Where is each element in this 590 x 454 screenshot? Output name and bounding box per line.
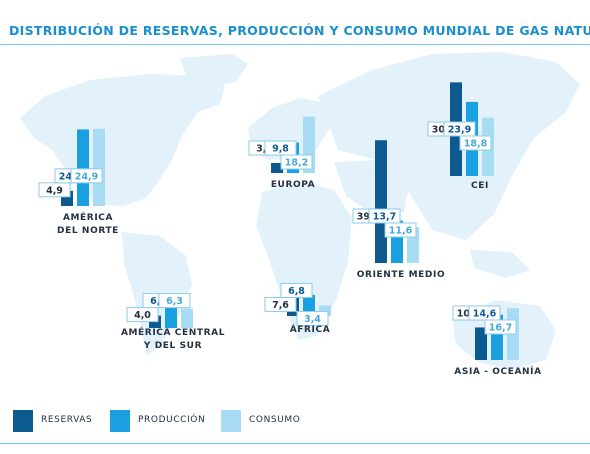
value-label-box-consumo xyxy=(280,154,313,170)
bar-group-2: 3,19,818,2 xyxy=(248,116,315,173)
value-label-reservas: 4,9 xyxy=(46,185,63,196)
value-label-box-consumo xyxy=(296,310,329,326)
bar-group-6: 10,514,616,7 xyxy=(452,305,519,360)
legend-swatch-consumo xyxy=(221,410,241,432)
value-label-produccion: 6,8 xyxy=(288,286,305,297)
region-label-middle-east: ORIENTE MEDIO xyxy=(356,270,446,280)
value-label-reservas: 4,0 xyxy=(134,310,151,321)
value-label-box-consumo xyxy=(158,293,191,309)
legend-label-reservas: RESERVAS xyxy=(41,415,93,425)
chart-title-text: DISTRIBUCIÓN DE RESERVAS, PRODUCCIÓN Y C… xyxy=(9,23,590,38)
value-label-consumo: 11,6 xyxy=(389,226,413,237)
value-label-produccion: 14,6 xyxy=(473,309,497,320)
value-label-consumo: 24,9 xyxy=(75,171,98,182)
map-southeast-asia xyxy=(470,250,530,278)
region-label-central-south-america: AMÉRICA CENTRAL Y DEL SUR xyxy=(120,328,226,351)
legend-swatch-reservas xyxy=(13,410,33,432)
map-asia xyxy=(318,52,580,240)
value-label-consumo: 6,3 xyxy=(166,296,183,307)
bottom-divider xyxy=(0,443,590,444)
region-label-africa: ÁFRICA xyxy=(289,325,331,335)
region-label-cei: CEI xyxy=(471,181,489,191)
value-label-consumo: 18,2 xyxy=(285,158,308,169)
bar-consumo xyxy=(93,128,105,206)
map-africa xyxy=(256,182,352,340)
bar-group-1: 4,06,56,3 xyxy=(126,293,193,328)
value-label-produccion: 23,9 xyxy=(448,125,471,136)
bar-reservas xyxy=(375,140,387,263)
bar-group-4: 39,613,711,6 xyxy=(352,140,419,263)
map-greenland xyxy=(180,54,248,88)
bar-group-0: 4,924,724,9 xyxy=(38,128,105,206)
legend-label-produccion: PRODUCCIÓN xyxy=(138,415,206,425)
bar-group-5: 30,223,918,8 xyxy=(427,82,494,176)
region-label-asia-oceania: ASIA - OCEANÍA xyxy=(454,367,542,377)
bar-produccion xyxy=(303,294,315,316)
region-label-north-america: AMÉRICA DEL NORTE xyxy=(57,213,119,236)
bar-produccion xyxy=(165,307,177,328)
bar-group-3: 7,6 6,8 3,4 xyxy=(264,282,331,326)
value-label-consumo: 18,8 xyxy=(464,139,488,150)
bar-consumo xyxy=(319,305,331,316)
value-label-box-consumo xyxy=(484,319,517,335)
bar-reservas xyxy=(271,163,283,173)
value-label-consumo: 3,4 xyxy=(304,314,321,325)
value-label-box-consumo xyxy=(70,168,103,184)
value-label-box-consumo xyxy=(459,135,492,151)
legend-swatch-produccion xyxy=(110,410,130,432)
value-label-box-produccion xyxy=(280,282,313,298)
title-divider xyxy=(0,44,590,45)
bar-consumo xyxy=(181,308,193,328)
region-label-europe: EUROPA xyxy=(270,180,316,190)
bar-reservas xyxy=(475,327,487,360)
value-label-produccion: 9,8 xyxy=(272,144,289,155)
value-label-produccion: 13,7 xyxy=(373,212,396,223)
legend-label-consumo: CONSUMO xyxy=(249,415,301,425)
value-label-box-consumo xyxy=(384,222,417,238)
value-label-consumo: 16,7 xyxy=(489,323,512,334)
value-label-reservas: 7,6 xyxy=(272,300,289,311)
chart-title: DISTRIBUCIÓN DE RESERVAS, PRODUCCIÓN Y C… xyxy=(9,23,590,38)
bar-produccion xyxy=(77,129,89,206)
